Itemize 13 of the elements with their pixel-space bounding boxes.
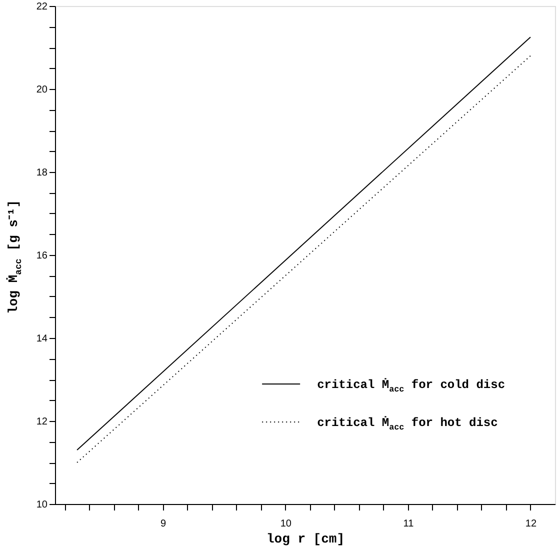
x-tick-label: 9	[160, 518, 167, 530]
y-tick-label: 18	[36, 168, 48, 178]
x-tick-label: 12	[525, 518, 537, 530]
x-axis-title: log r [cm]	[266, 532, 345, 546]
y-axis-title: log Ṁacc [g s⁻¹]	[6, 200, 24, 314]
y-tick-label: 16	[36, 250, 48, 262]
x-tick-label: 10	[280, 518, 292, 530]
y-tick-label: 10	[36, 500, 48, 510]
y-tick-label: 12	[36, 416, 48, 428]
y-tick-label: 20	[36, 84, 48, 96]
y-tick-label: 22	[36, 2, 48, 12]
y-tick-label: 14	[36, 334, 48, 344]
x-tick-label: 11	[403, 518, 414, 530]
